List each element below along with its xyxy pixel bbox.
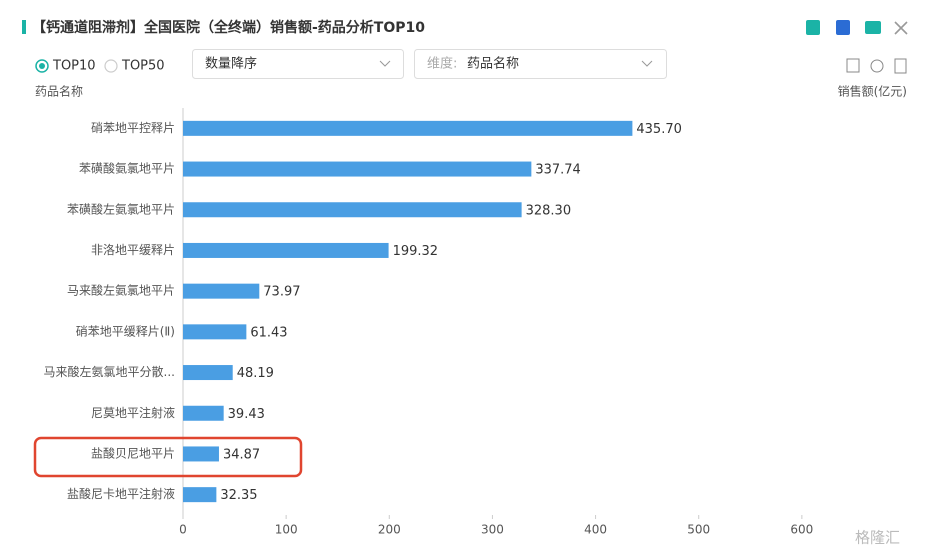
x-axis-label: 销售额(亿元) xyxy=(838,84,907,99)
radio-on[interactable] xyxy=(35,59,49,73)
highlight-box xyxy=(33,436,303,478)
x-tick-label: 0 xyxy=(179,523,187,537)
chevron xyxy=(379,60,391,67)
bar xyxy=(183,365,233,381)
value-label: 39.43 xyxy=(228,407,265,422)
bar xyxy=(183,242,389,258)
y-tick-label: 苯磺酸左氨氯地平片 xyxy=(67,201,175,216)
chevron xyxy=(641,60,653,67)
value-label: 32.35 xyxy=(220,488,257,503)
icon-excel[interactable] xyxy=(836,20,850,35)
value-label: 435.70 xyxy=(636,122,682,137)
x-tick-label: 600 xyxy=(790,523,813,537)
value-label: 337.74 xyxy=(535,163,581,178)
icon-search[interactable] xyxy=(806,20,820,35)
x-tick-label: 400 xyxy=(584,523,607,537)
y-tick-label: 马来酸左氨氯地平片 xyxy=(67,283,175,298)
bar xyxy=(183,283,260,299)
y-tick-label: 硝苯地平控释片 xyxy=(91,121,175,135)
dimension-dropdown[interactable] xyxy=(414,49,667,79)
bar xyxy=(183,161,532,177)
bar xyxy=(183,120,633,136)
x-tick-label: 200 xyxy=(378,523,401,537)
icon-bar[interactable] xyxy=(846,58,860,73)
bar xyxy=(183,202,522,218)
y-tick-label: 苯磺酸氨氯地平片 xyxy=(79,161,175,176)
bar xyxy=(183,446,219,462)
icon-pie[interactable] xyxy=(870,59,884,73)
title-accent xyxy=(22,20,26,34)
bar xyxy=(183,405,224,421)
dimension-value: 药品名称 xyxy=(467,56,519,72)
x-tick-label: 100 xyxy=(275,523,298,537)
icon-close[interactable] xyxy=(894,21,908,35)
title: 【钙通道阻滞剂】全国医院（全终端）销售额-药品分析TOP10 xyxy=(32,19,425,36)
y-tick-label: 尼莫地平注射液 xyxy=(91,405,175,420)
value-label: 34.87 xyxy=(223,447,260,462)
value-label: 328.30 xyxy=(526,203,572,218)
icon-table[interactable] xyxy=(894,58,907,74)
bar xyxy=(183,487,217,503)
radio-off[interactable] xyxy=(104,59,118,73)
x-tick-label: 300 xyxy=(481,523,504,537)
x-tick-label: 500 xyxy=(687,523,710,537)
value-label: 61.43 xyxy=(250,325,287,340)
dimension-label: 维度: xyxy=(427,56,457,72)
watermark: 格隆汇 xyxy=(855,529,900,547)
y-tick-label: 硝苯地平缓释片(Ⅱ) xyxy=(76,324,175,338)
radio-label: TOP10 xyxy=(52,59,96,74)
y-tick-label: 盐酸尼卡地平注射液 xyxy=(67,486,175,501)
radio-dot xyxy=(39,63,45,69)
y-tick-label: 马来酸左氨氯地平分散... xyxy=(44,364,175,379)
y-tick-label: 盐酸贝尼地平片 xyxy=(91,445,175,460)
y-axis-label: 药品名称 xyxy=(35,84,83,99)
sort-value: 数量降序 xyxy=(205,57,257,72)
bar xyxy=(183,324,247,340)
icon-image[interactable] xyxy=(865,21,881,34)
radio-label: TOP50 xyxy=(121,59,165,74)
y-tick-label: 非洛地平缓释片 xyxy=(91,242,175,257)
value-label: 73.97 xyxy=(263,285,300,300)
value-label: 199.32 xyxy=(393,244,439,259)
value-label: 48.19 xyxy=(237,366,274,381)
sort-dropdown[interactable] xyxy=(192,49,404,79)
